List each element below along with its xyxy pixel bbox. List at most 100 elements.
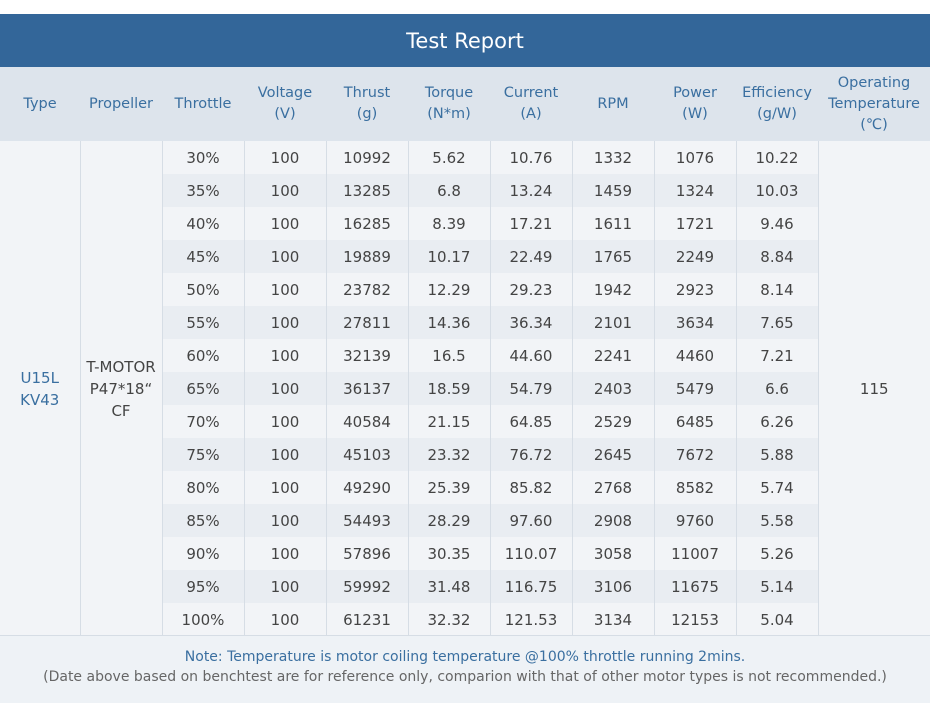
torque-cell: 5.62 — [407, 141, 490, 174]
thrust-cell: 57896 — [325, 537, 408, 570]
rpm-cell: 1765 — [571, 240, 654, 273]
power-cell: 11007 — [653, 537, 736, 570]
table-row: 85% 100 54493 28.29 97.60 2908 9760 5.58 — [0, 504, 930, 537]
throttle-cell: 90% — [161, 537, 244, 570]
thrust-cell: 10992 — [325, 141, 408, 174]
throttle-cell: 95% — [161, 570, 244, 603]
rpm-cell: 2908 — [571, 504, 654, 537]
propeller-line: P47*18“ — [89, 379, 153, 398]
efficiency-cell: 8.84 — [735, 240, 818, 273]
torque-cell: 30.35 — [407, 537, 490, 570]
throttle-cell: 50% — [161, 273, 244, 306]
throttle-cell: 35% — [161, 174, 244, 207]
voltage-cell: 100 — [243, 405, 326, 438]
table-row: U15L KV43 T-MOTOR P47*18“ CF 30% 100 10992 5.62 1… — [0, 141, 930, 636]
table-row: 95% 100 59992 31.48 116.75 3106 11675 5.14 — [0, 570, 930, 603]
efficiency-cell: 5.88 — [735, 438, 818, 471]
thrust-cell: 16285 — [325, 207, 408, 240]
throttle-cell: 30% — [161, 141, 244, 174]
footer-disclaimer: (Date above based on benchtest are for r… — [43, 669, 887, 685]
thrust-cell: 49290 — [325, 471, 408, 504]
motor-type-line: KV43 — [20, 390, 60, 409]
power-cell: 12153 — [653, 603, 736, 636]
table-row: 75% 100 45103 23.32 76.72 2645 7672 5.88 — [0, 438, 930, 471]
power-cell: 11675 — [653, 570, 736, 603]
power-cell: 9760 — [653, 504, 736, 537]
current-cell: 85.82 — [489, 471, 572, 504]
efficiency-cell: 9.46 — [735, 207, 818, 240]
table-row: 100% 100 61231 32.32 121.53 3134 12153 5.04 — [0, 603, 930, 636]
torque-cell: 12.29 — [407, 273, 490, 306]
torque-cell: 18.59 — [407, 372, 490, 405]
table-row: 50% 100 23782 12.29 29.23 1942 2923 8.14 — [0, 273, 930, 306]
efficiency-cell: 6.6 — [735, 372, 818, 405]
power-cell: 4460 — [653, 339, 736, 372]
voltage-cell: 100 — [243, 306, 326, 339]
efficiency-cell: 7.65 — [735, 306, 818, 339]
table-row: 35% 100 13285 6.8 13.24 1459 1324 10.03 — [0, 174, 930, 207]
throttle-cell: 40% — [161, 207, 244, 240]
throttle-cell: 45% — [161, 240, 244, 273]
propeller-line: T-MOTOR — [86, 357, 156, 376]
torque-cell: 14.36 — [407, 306, 490, 339]
efficiency-cell: 10.03 — [735, 174, 818, 207]
throttle-cell: 75% — [161, 438, 244, 471]
rpm-cell: 1942 — [571, 273, 654, 306]
current-cell: 110.07 — [489, 537, 572, 570]
throttle-cell: 80% — [161, 471, 244, 504]
current-cell: 44.60 — [489, 339, 572, 372]
current-cell: 13.24 — [489, 174, 572, 207]
propeller-cell: T-MOTOR P47*18“ CF — [79, 141, 162, 636]
efficiency-cell: 5.58 — [735, 504, 818, 537]
torque-cell: 32.32 — [407, 603, 490, 636]
efficiency-cell: 5.14 — [735, 570, 818, 603]
torque-cell: 6.8 — [407, 174, 490, 207]
rpm-cell: 3134 — [571, 603, 654, 636]
torque-cell: 25.39 — [407, 471, 490, 504]
power-cell: 8582 — [653, 471, 736, 504]
table-row: 90% 100 57896 30.35 110.07 3058 11007 5.26 — [0, 537, 930, 570]
voltage-cell: 100 — [243, 240, 326, 273]
col-header-torque: Torque (N*m) — [408, 67, 490, 141]
header-row: Type Propeller Throttle Voltage (V) Thrus… — [0, 67, 930, 141]
table-row: 55% 100 27811 14.36 36.34 2101 3634 7.65 — [0, 306, 930, 339]
current-cell: 64.85 — [489, 405, 572, 438]
col-header-type: Type — [0, 67, 80, 141]
throttle-cell: 70% — [161, 405, 244, 438]
thrust-cell: 27811 — [325, 306, 408, 339]
current-cell: 121.53 — [489, 603, 572, 636]
voltage-cell: 100 — [243, 504, 326, 537]
voltage-cell: 100 — [243, 273, 326, 306]
motor-type-line: U15L — [20, 368, 59, 387]
efficiency-cell: 5.26 — [735, 537, 818, 570]
thrust-cell: 61231 — [325, 603, 408, 636]
efficiency-cell: 5.74 — [735, 471, 818, 504]
propeller-line: CF — [111, 401, 131, 420]
voltage-cell: 100 — [243, 207, 326, 240]
current-cell: 17.21 — [489, 207, 572, 240]
rpm-cell: 2645 — [571, 438, 654, 471]
power-cell: 3634 — [653, 306, 736, 339]
col-header-propeller: Propeller — [80, 67, 162, 141]
voltage-cell: 100 — [243, 537, 326, 570]
rpm-cell: 2241 — [571, 339, 654, 372]
current-cell: 29.23 — [489, 273, 572, 306]
report-title: Test Report — [0, 14, 930, 67]
col-header-thrust: Thrust (g) — [326, 67, 408, 141]
rpm-cell: 2101 — [571, 306, 654, 339]
efficiency-cell: 8.14 — [735, 273, 818, 306]
torque-cell: 16.5 — [407, 339, 490, 372]
thrust-cell: 59992 — [325, 570, 408, 603]
rpm-cell: 1459 — [571, 174, 654, 207]
efficiency-cell: 10.22 — [735, 141, 818, 174]
torque-cell: 31.48 — [407, 570, 490, 603]
rpm-cell: 2529 — [571, 405, 654, 438]
power-cell: 1721 — [653, 207, 736, 240]
thrust-cell: 13285 — [325, 174, 408, 207]
torque-cell: 28.29 — [407, 504, 490, 537]
table-row: 40% 100 16285 8.39 17.21 1611 1721 9.46 — [0, 207, 930, 240]
motor-type-cell: U15L KV43 — [0, 141, 80, 636]
voltage-cell: 100 — [243, 174, 326, 207]
power-cell: 2923 — [653, 273, 736, 306]
